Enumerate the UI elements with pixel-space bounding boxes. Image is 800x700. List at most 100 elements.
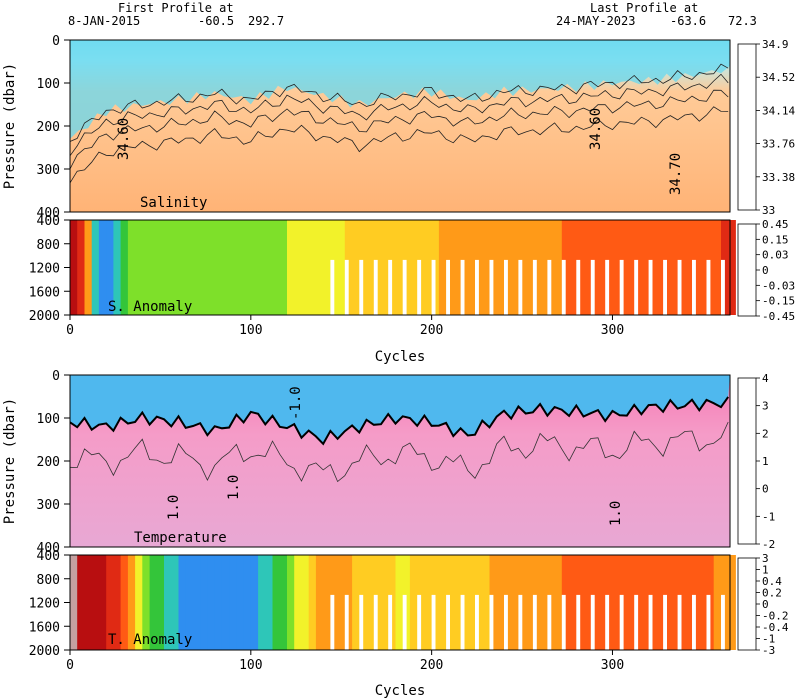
missing-data-strip: [547, 594, 552, 650]
temperature-anomaly-inner-label: T. Anomaly: [108, 632, 192, 648]
anomaly-cell: [236, 220, 245, 315]
x-tick-label: 300: [601, 323, 624, 338]
anomaly-cell: [200, 555, 208, 650]
missing-data-strip: [692, 594, 696, 650]
anomaly-cell: [120, 555, 129, 650]
missing-data-strip: [590, 594, 595, 650]
anomaly-cell: [308, 220, 317, 315]
anomaly-cell: [229, 555, 237, 650]
colorbar-tick-label: 33.38: [762, 171, 795, 184]
anomaly-cell: [641, 220, 650, 315]
anomaly-cell: [453, 220, 461, 315]
y-tick-label: 400: [37, 206, 60, 221]
y-tick-label: 100: [37, 412, 60, 427]
anomaly-cell: [70, 555, 78, 650]
y-tick-label: 800: [37, 238, 60, 253]
anomaly-cell: [127, 555, 136, 650]
anomaly-cell: [366, 220, 375, 315]
anomaly-cell: [214, 220, 223, 315]
colorbar-tick-label: 3: [762, 400, 769, 413]
anomaly-cell: [315, 220, 324, 315]
first-profile-label: First Profile at: [118, 1, 234, 15]
salinity-contour-label: 34.70: [668, 153, 684, 195]
anomaly-cell: [699, 555, 707, 650]
temperature-contour-line: [69, 421, 729, 483]
anomaly-cell: [272, 220, 281, 315]
salinity-inner-label: Salinity: [140, 195, 207, 211]
colorbar-frame: [737, 377, 757, 545]
temperature-anomaly-x-ticks: 0 100 200 300: [66, 650, 624, 673]
colorbar-tick-label: 3: [762, 552, 769, 565]
anomaly-cell: [612, 220, 621, 315]
y-tick-label: 1600: [29, 620, 60, 635]
temperature-y-ticks: 0 100 200 300 400: [37, 369, 70, 556]
missing-data-strip: [561, 259, 566, 315]
colorbar-tick-label: 33: [762, 204, 775, 217]
anomaly-cell: [142, 220, 150, 315]
missing-data-strip: [359, 594, 364, 650]
colorbar-tick-label: -0.45: [762, 310, 795, 323]
temperature-colorbar: -2 -1 0 1 2 3 4: [737, 372, 775, 551]
anomaly-cell: [113, 555, 122, 650]
temperature-contour-label: 1.0: [166, 495, 182, 520]
temperature-anomaly-field: [70, 555, 736, 650]
anomaly-cell: [511, 220, 519, 315]
anomaly-cell: [135, 220, 143, 315]
y-tick-label: 200: [37, 120, 60, 135]
salinity-anomaly-x-axis-label: Cycles: [375, 349, 426, 365]
anomaly-cell: [106, 555, 114, 650]
anomaly-cell: [287, 555, 295, 650]
missing-data-strip: [373, 259, 378, 315]
colorbar-tick-label: -1: [762, 510, 775, 523]
anomaly-cell: [583, 220, 592, 315]
missing-data-strip: [388, 594, 393, 650]
salinity-anomaly-panel: S. Anomaly 400 800 1200 1600 2000 0 100 200 300…: [29, 214, 736, 365]
y-tick-label: 100: [37, 77, 60, 92]
y-tick-label: 2000: [29, 309, 60, 324]
anomaly-cell: [395, 555, 404, 650]
anomaly-cell: [438, 220, 447, 315]
temperature-contour-label: 1.0: [226, 475, 242, 500]
y-tick-label: 300: [37, 163, 60, 178]
colorbar-tick-label: -0.03: [762, 279, 795, 292]
colorbar-tick-label: 0.45: [762, 218, 789, 231]
y-tick-label: 2000: [29, 644, 60, 659]
salinity-contour-line: [69, 63, 729, 142]
colorbar-tick-label: 4: [762, 372, 769, 385]
anomaly-cell: [409, 555, 418, 650]
anomaly-cell: [323, 555, 331, 650]
anomaly-cell: [424, 555, 433, 650]
anomaly-cell: [713, 220, 722, 315]
salinity-anomaly-y-ticks: 400 800 1200 1600 2000: [29, 214, 70, 324]
anomaly-cell: [301, 220, 310, 315]
missing-data-strip: [518, 259, 523, 315]
temperature-anomaly-panel: T. Anomaly 400 800 1200 1600 2000 0 100 200 300…: [29, 549, 736, 699]
colorbar-tick-label: 0: [762, 483, 769, 496]
anomaly-cell: [612, 555, 621, 650]
anomaly-cell: [77, 555, 85, 650]
missing-data-strip: [504, 594, 508, 650]
anomaly-cell: [626, 555, 635, 650]
colorbar-frame: [737, 43, 757, 211]
anomaly-cell: [149, 555, 158, 650]
anomaly-cell: [185, 220, 194, 315]
temperature-inner-label: Temperature: [134, 530, 227, 546]
temperature-panel: Temperature 1.0 1.0 1.0 -1.0 Pressure (d…: [2, 369, 731, 556]
colorbar-tick-label: 34.52: [762, 71, 795, 84]
anomaly-cell: [670, 220, 678, 315]
last-profile-lat: -63.6: [670, 14, 706, 28]
x-tick-label: 0: [66, 323, 74, 338]
fresh-surface-layer: [70, 40, 730, 139]
anomaly-cell: [583, 555, 592, 650]
colorbar-tick-label: 0: [762, 264, 769, 277]
anomaly-cell: [352, 220, 360, 315]
anomaly-cell: [496, 555, 505, 650]
missing-data-strip: [344, 259, 349, 315]
anomaly-cell: [258, 555, 266, 650]
anomaly-cell: [243, 220, 252, 315]
missing-data-strip: [359, 259, 364, 315]
colorbar-tick-label: 0: [762, 598, 769, 611]
first-profile-date: 8-JAN-2015: [68, 14, 140, 28]
anomaly-cell: [598, 555, 606, 650]
